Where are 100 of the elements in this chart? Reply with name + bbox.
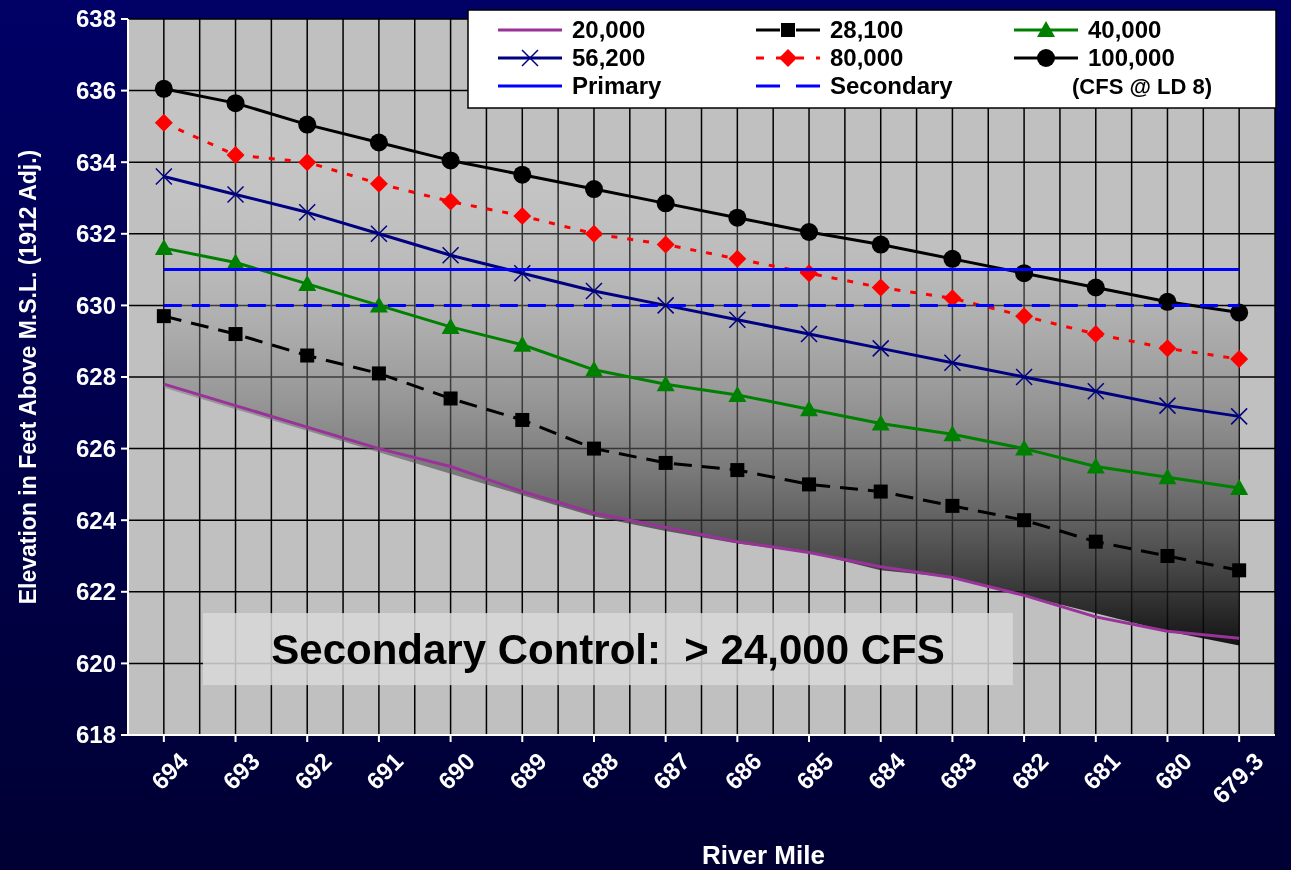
legend-label: Primary: [572, 72, 663, 100]
legend-label: 80,000: [830, 44, 904, 72]
point: [728, 208, 747, 227]
point: [1230, 303, 1249, 322]
point: [300, 348, 315, 363]
point: [298, 203, 316, 222]
point: [945, 498, 960, 513]
point: [802, 477, 817, 492]
point: [943, 249, 962, 268]
x-tick-label: 694: [145, 746, 194, 795]
x-tick-label: 681: [1077, 747, 1126, 795]
y-tick-label: 626: [75, 435, 116, 462]
point: [800, 400, 819, 417]
point: [154, 239, 173, 256]
point: [1230, 478, 1249, 495]
y-tick-label: 636: [75, 77, 116, 104]
point: [513, 335, 532, 352]
x-tick-label: 689: [504, 747, 552, 795]
point: [584, 224, 603, 243]
point: [298, 115, 317, 134]
point: [369, 133, 388, 152]
x-tick-label: 693: [217, 747, 265, 795]
point: [513, 206, 532, 225]
point: [226, 94, 245, 113]
y-tick-label: 618: [75, 721, 116, 749]
point: [226, 185, 245, 204]
legend-label: 56,200: [572, 44, 646, 72]
x-tick-label: 682: [1006, 747, 1054, 795]
point: [1158, 468, 1177, 485]
point: [1015, 439, 1034, 456]
point: [228, 327, 243, 342]
point: [943, 425, 962, 442]
point: [513, 264, 532, 282]
legend-label: 28,100: [830, 16, 904, 44]
point: [441, 192, 460, 211]
x-tick-label: 692: [289, 747, 337, 795]
point: [871, 235, 890, 254]
point: [943, 353, 962, 372]
x-tick-label: 688: [575, 747, 624, 795]
point: [658, 455, 673, 470]
point: [1086, 325, 1105, 344]
point: [1158, 339, 1177, 358]
legend-label: Secondary: [830, 72, 954, 100]
point: [369, 174, 388, 193]
y-tick-label: 624: [75, 506, 117, 534]
point: [1015, 307, 1034, 326]
point: [1230, 407, 1248, 426]
y-tick-label: 634: [75, 148, 117, 176]
point: [585, 282, 603, 300]
x-tick-label: 685: [791, 747, 839, 795]
x-tick-label: 687: [647, 747, 696, 795]
y-tick-label: 622: [75, 578, 116, 606]
point: [1230, 350, 1249, 369]
x-tick-label: 691: [360, 747, 409, 795]
point: [298, 274, 317, 291]
legend-label: 40,000: [1088, 16, 1162, 44]
point: [1015, 368, 1033, 386]
point: [728, 310, 747, 329]
point: [800, 325, 818, 343]
point: [1086, 278, 1105, 297]
point: [1087, 382, 1105, 401]
legend-label: 100,000: [1088, 44, 1175, 72]
x-tick-label: 680: [1149, 747, 1197, 795]
y-axis-title: Elevation in Feet Above M.S.L. (1912 Adj.): [15, 149, 41, 605]
point: [656, 194, 675, 213]
point: [226, 146, 245, 165]
legend-label: 20,000: [572, 16, 646, 44]
y-tick-label: 638: [75, 5, 116, 33]
x-tick-label: 690: [432, 747, 481, 795]
point: [656, 235, 675, 254]
point: [871, 339, 890, 358]
legend-title: (CFS @ LD 8): [1071, 73, 1213, 99]
point: [156, 309, 171, 324]
y-tick-label: 632: [75, 220, 116, 248]
point: [371, 366, 386, 381]
point: [154, 79, 173, 98]
point: [871, 278, 890, 297]
point: [1017, 513, 1032, 528]
y-tick-label: 620: [75, 649, 116, 677]
point: [441, 317, 460, 334]
point: [873, 484, 888, 499]
point: [584, 180, 603, 199]
point: [298, 153, 317, 172]
point: [443, 391, 458, 406]
annotation: Secondary Control: > 24,000 CFS: [271, 625, 945, 673]
point: [586, 441, 601, 456]
point: [1158, 292, 1177, 311]
point: [730, 463, 745, 478]
point: [513, 165, 532, 184]
x-tick-label: 686: [719, 747, 767, 795]
y-tick-label: 628: [75, 363, 116, 391]
point: [155, 167, 173, 186]
y-tick-label: 630: [75, 291, 116, 319]
point: [441, 246, 460, 265]
point: [1160, 549, 1175, 563]
point: [441, 151, 460, 170]
point: [154, 113, 173, 132]
x-tick-label: 683: [934, 747, 982, 795]
point: [1086, 457, 1105, 474]
point: [656, 375, 675, 392]
